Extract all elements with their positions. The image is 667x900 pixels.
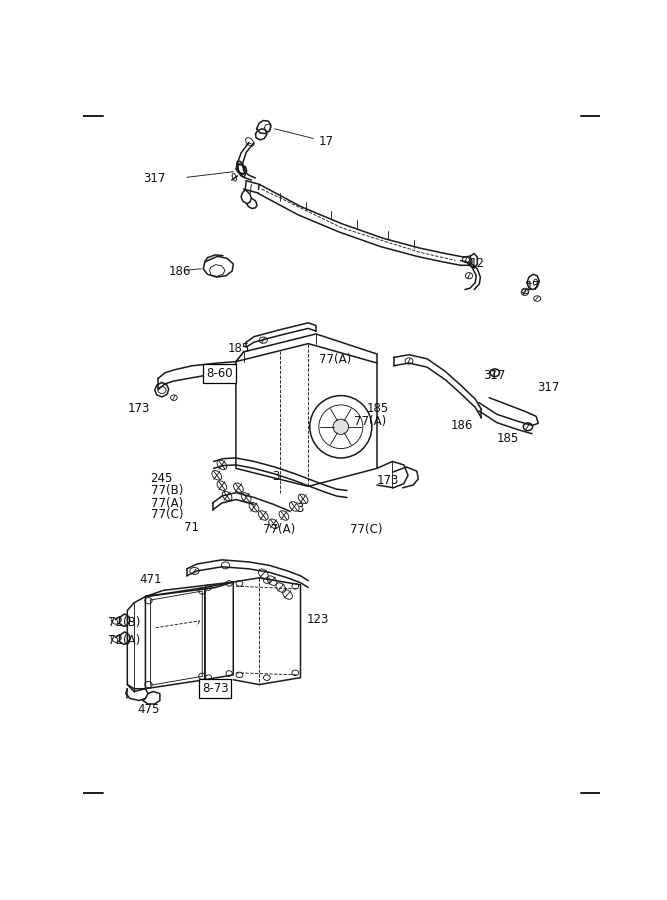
Text: 72(A): 72(A) — [108, 634, 141, 647]
Text: 186: 186 — [169, 265, 191, 278]
Text: 71: 71 — [184, 521, 199, 534]
Text: 17: 17 — [526, 280, 541, 293]
Text: 72(B): 72(B) — [108, 616, 141, 629]
Text: 3: 3 — [272, 470, 279, 483]
Text: 77(A): 77(A) — [263, 523, 295, 536]
Text: 77(A): 77(A) — [354, 415, 386, 428]
Text: 8-73: 8-73 — [202, 682, 229, 695]
Text: 185: 185 — [367, 401, 389, 415]
Text: 17: 17 — [319, 135, 334, 148]
Text: 173: 173 — [377, 474, 400, 487]
Text: 471: 471 — [139, 572, 161, 586]
Text: 77(A): 77(A) — [319, 353, 352, 366]
Text: 12: 12 — [470, 257, 485, 270]
Text: 77(A): 77(A) — [151, 497, 183, 509]
Text: 317: 317 — [537, 382, 559, 394]
Text: 185: 185 — [497, 432, 519, 446]
Text: 317: 317 — [483, 369, 506, 382]
Text: 245: 245 — [151, 472, 173, 485]
Text: 3: 3 — [296, 502, 303, 515]
Text: 475: 475 — [137, 703, 160, 716]
Ellipse shape — [333, 419, 349, 435]
Text: 186: 186 — [450, 418, 473, 432]
Text: 77(C): 77(C) — [151, 508, 183, 521]
Text: 185: 185 — [228, 342, 250, 355]
Text: 77(C): 77(C) — [350, 523, 383, 536]
Text: 123: 123 — [307, 613, 329, 626]
Text: 77(B): 77(B) — [151, 484, 183, 497]
Text: 317: 317 — [143, 172, 165, 185]
Text: 173: 173 — [127, 401, 149, 415]
Text: 8-60: 8-60 — [206, 367, 233, 380]
